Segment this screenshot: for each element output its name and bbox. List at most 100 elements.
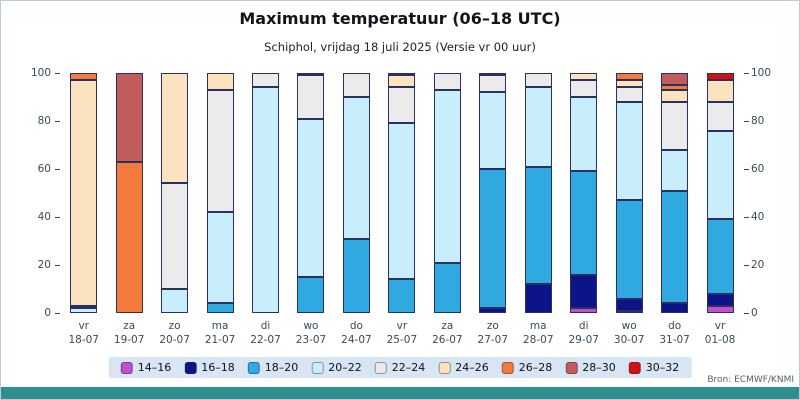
plot-area (61, 73, 743, 313)
bar-segment-24–26 (706, 80, 734, 102)
x-tick-label: vr 01-08 (704, 320, 736, 347)
bar-segment-22–24 (206, 89, 234, 213)
y-tick-mark (744, 265, 749, 266)
legend-label: 20–22 (328, 361, 362, 374)
bar-segment-20–22 (206, 212, 234, 304)
source-credit: Bron: ECMWF/KNMI (707, 375, 794, 385)
bar-segment-22–24 (479, 75, 507, 93)
bar-segment-30–32 (706, 73, 734, 81)
legend-label: 16–18 (201, 361, 235, 374)
legend-item: 22–24 (374, 361, 425, 374)
y-tick-mark (744, 313, 749, 314)
bar-segment-16–18 (615, 298, 643, 311)
x-tick-label: zo 20-07 (159, 320, 190, 347)
bar-segment-22–24 (524, 73, 552, 88)
y-tick-label-left: 80 (37, 115, 51, 127)
x-tick-label: za 19-07 (113, 320, 145, 347)
bar-segment-22–24 (433, 73, 461, 90)
legend-label: 18–20 (264, 361, 299, 374)
legend-swatch (374, 361, 387, 374)
chart-title: Maximum temperatuur (06–18 UTC) (239, 9, 561, 28)
bar-segment-20–22 (615, 101, 643, 201)
legend-swatch (184, 361, 197, 374)
bar-segment-18–20 (615, 200, 643, 299)
legend-swatch (438, 361, 451, 374)
bar-segment-18–20 (661, 190, 689, 304)
bar-segment-24–26 (479, 73, 507, 76)
bar-segment-20–22 (297, 118, 325, 277)
y-tick-mark (55, 121, 60, 122)
bar-segment-20–22 (479, 92, 507, 170)
y-tick-mark (744, 121, 749, 122)
legend-swatch (247, 361, 260, 374)
y-tick-mark (744, 217, 749, 218)
legend-item: 14–16 (120, 361, 171, 374)
x-tick-label: vr 25-07 (386, 320, 418, 347)
bar-28-07 (524, 73, 552, 313)
legend-label: 28–30 (582, 361, 616, 374)
legend-item: 20–22 (311, 361, 362, 374)
bar-segment-18–20 (706, 219, 734, 294)
bar-segment-24–26 (570, 73, 598, 81)
bar-segment-24–26 (206, 73, 234, 90)
bar-segment-20–22 (524, 87, 552, 167)
bar-segment-20–22 (342, 97, 370, 239)
y-tick-mark (55, 265, 60, 266)
x-tick-label: ma 21-07 (204, 320, 236, 347)
bar-segment-18–20 (524, 166, 552, 285)
bar-30-07 (615, 73, 643, 313)
legend-item: 28–30 (565, 361, 616, 374)
x-labels: vr 18-07 za 19-07 zo 20-07 ma 21-07 di 22-07 wo 23-… (61, 319, 743, 347)
bar-segment-20–22 (706, 130, 734, 220)
y-tick-label-left: 20 (37, 259, 51, 271)
legend-item: 24–26 (438, 361, 489, 374)
x-tick-label: do 31-07 (659, 320, 690, 347)
bar-segment-14–16 (706, 305, 734, 313)
legend-swatch (501, 361, 514, 374)
bar-segment-22–24 (161, 183, 189, 289)
x-tick-label: do 24-07 (341, 320, 372, 347)
bar-segment-22–24 (70, 305, 98, 309)
bar-26-07 (433, 73, 461, 313)
bar-segment-24–26 (615, 80, 643, 88)
bar-segment-18–20 (297, 277, 325, 313)
bar-segment-18–20 (433, 262, 461, 313)
bar-segment-24–26 (661, 89, 689, 102)
x-tick-label: wo 23-07 (295, 320, 327, 347)
legend-swatch (120, 361, 133, 374)
y-tick-mark (55, 73, 60, 74)
bar-segment-28–30 (661, 73, 689, 86)
bar-segment-18–20 (388, 279, 416, 313)
bar-22-07 (252, 73, 280, 313)
bar-segment-20–22 (252, 87, 280, 313)
y-tick-mark (744, 73, 749, 74)
footer-bar (1, 387, 799, 399)
y-tick-mark (55, 217, 60, 218)
bar-01-08 (706, 73, 734, 313)
bar-18-07 (70, 73, 98, 313)
legend-label: 24–26 (455, 361, 489, 374)
y-tick-label-left: 60 (37, 163, 51, 175)
x-tick-label: ma 28-07 (522, 320, 554, 347)
bar-segment-20–22 (70, 308, 98, 313)
bar-25-07 (388, 73, 416, 313)
bar-segment-18–20 (206, 303, 234, 313)
bars (61, 73, 743, 313)
bar-segment-16–18 (706, 293, 734, 306)
bar-segment-22–24 (252, 73, 280, 88)
bar-segment-20–22 (570, 97, 598, 172)
bar-segment-18–20 (479, 169, 507, 309)
bar-segment-14–16 (615, 310, 643, 313)
bar-segment-18–20 (342, 238, 370, 313)
bar-segment-26–28 (661, 85, 689, 90)
chart-subtitle: Schiphol, vrijdag 18 juli 2025 (Versie v… (264, 40, 536, 54)
legend-swatch (565, 361, 578, 374)
bar-segment-26–28 (388, 73, 416, 76)
legend-swatch (628, 361, 641, 374)
bar-segment-22–24 (388, 87, 416, 124)
bar-segment-24–26 (297, 73, 325, 76)
bar-20-07 (161, 73, 189, 313)
y-tick-label-right: 60 (751, 163, 765, 175)
legend-item: 18–20 (247, 361, 299, 374)
